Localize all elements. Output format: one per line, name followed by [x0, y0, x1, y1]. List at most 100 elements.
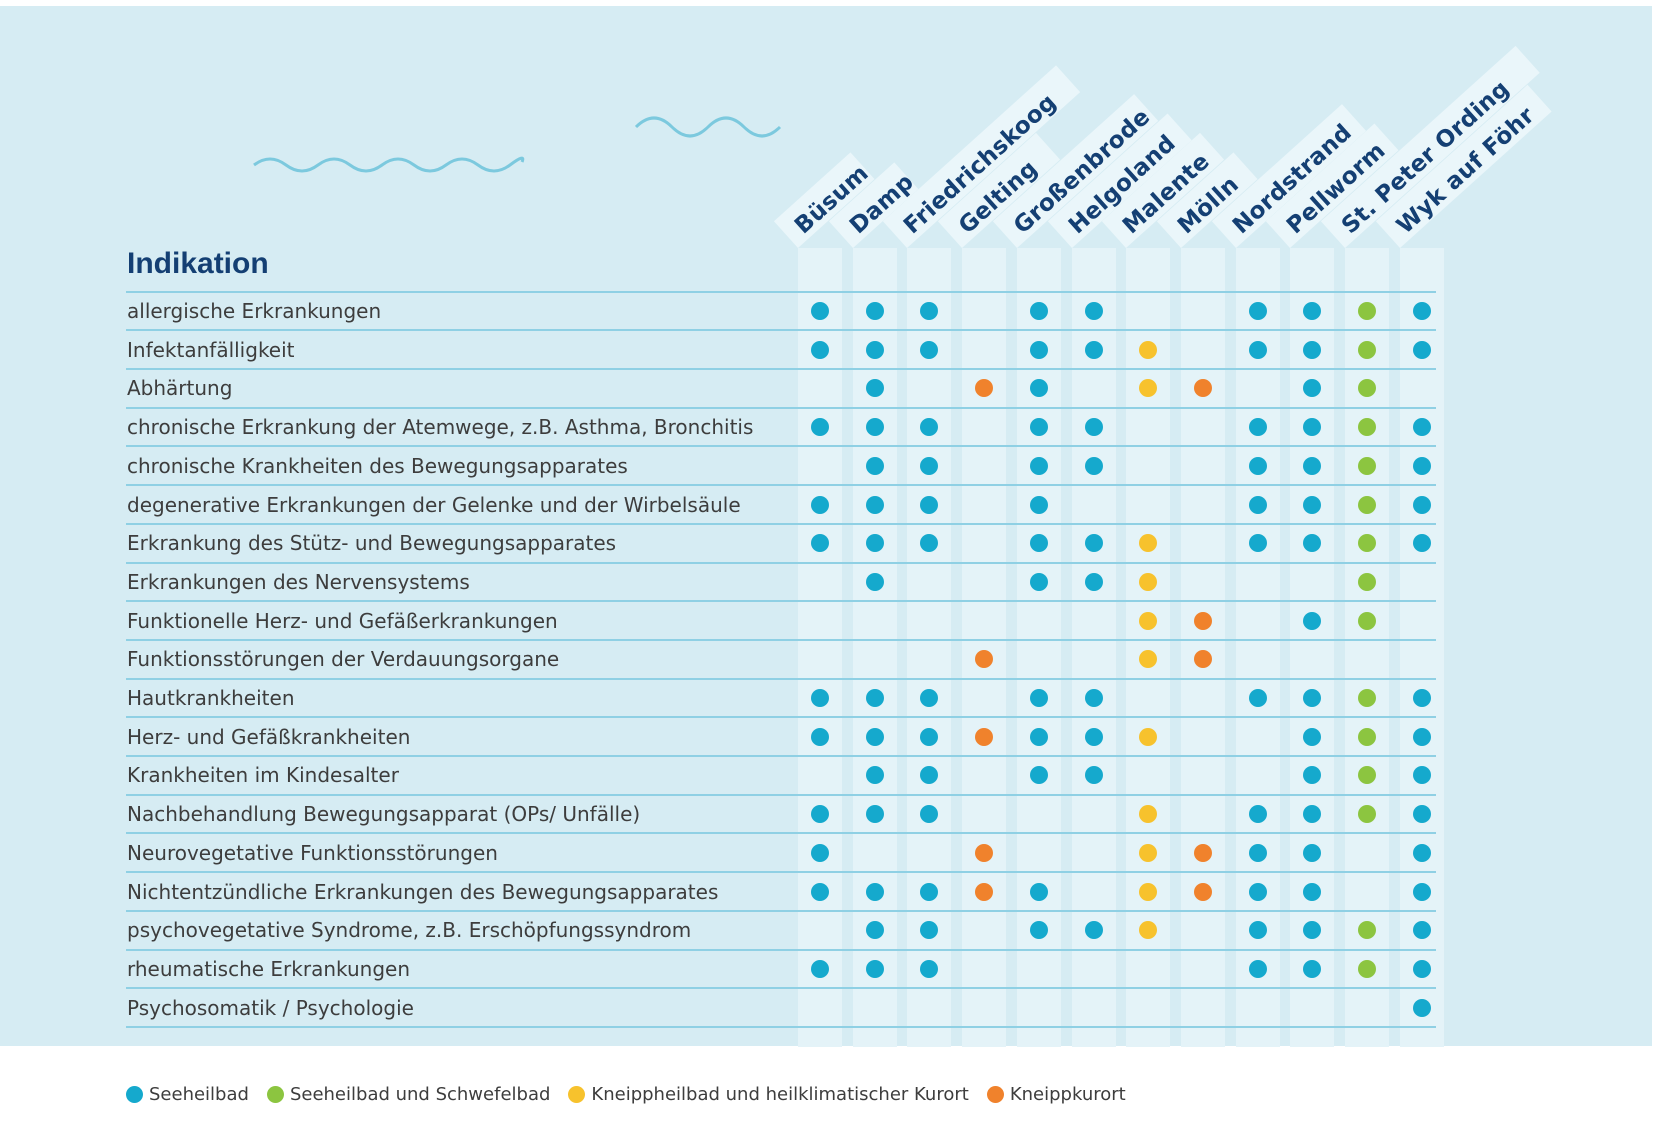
row-divider [126, 638, 1436, 641]
indicator-dot [1029, 379, 1048, 398]
indicator-dot [920, 340, 939, 359]
indicator-dot [1193, 882, 1212, 901]
indicator-dot [1412, 456, 1431, 475]
indication-label: Psychosomatik / Psychologie [127, 995, 414, 1020]
indicator-dot [1084, 689, 1103, 707]
indicator-dot [1139, 843, 1158, 862]
indicator-dot [865, 727, 884, 746]
indicator-dot [1303, 766, 1322, 785]
indicator-dot [811, 340, 829, 359]
row-divider [126, 948, 1436, 951]
indicator-dot [811, 959, 829, 978]
indicator-dot [1193, 379, 1212, 398]
indicator-dot [1358, 534, 1376, 553]
indicator-dot [1084, 572, 1103, 591]
indicator-dot [811, 689, 829, 707]
column-strip [1235, 248, 1280, 1047]
indicator-dot [811, 882, 829, 901]
indicator-dot [1358, 727, 1376, 746]
indicator-dot [920, 534, 939, 553]
indicator-dot [1084, 418, 1103, 437]
indication-label: Funktionelle Herz- und Gefäßerkrankungen [127, 608, 558, 633]
indicator-dot [1248, 882, 1267, 901]
indicator-dot [865, 495, 884, 514]
indicator-dot [1412, 766, 1431, 785]
indicator-dot [1248, 456, 1267, 475]
indicator-dot [920, 805, 939, 824]
indicator-dot [1084, 302, 1103, 320]
row-divider [126, 445, 1436, 448]
indicator-dot [1412, 921, 1431, 940]
indicator-dot [920, 495, 939, 514]
indicator-dot [1029, 921, 1048, 940]
indicator-dot [1139, 882, 1158, 901]
row-divider [126, 677, 1436, 680]
indicator-dot [1303, 727, 1322, 746]
indication-label: psychovegetative Syndrome, z.B. Erschöpf… [127, 918, 692, 943]
indicator-dot [1248, 805, 1267, 824]
indicator-dot [1248, 340, 1267, 359]
indicator-dot [1248, 921, 1267, 940]
indicator-dot [1193, 650, 1212, 669]
column-strip [1399, 248, 1444, 1047]
indication-label: Abhärtung [127, 376, 233, 401]
indicator-dot [1139, 727, 1158, 746]
indicator-dot [1029, 882, 1048, 901]
indication-label: Herz- und Gefäßkrankheiten [127, 724, 411, 749]
indicator-dot [1084, 921, 1103, 940]
indicator-dot [1029, 689, 1048, 707]
indicator-dot [1358, 766, 1376, 785]
indicator-dot [1193, 611, 1212, 630]
indicator-dot [1303, 495, 1322, 514]
legend-item: Seeheilbad [126, 1084, 249, 1105]
row-divider [126, 600, 1436, 603]
indicator-dot [1358, 611, 1376, 630]
indicator-dot [1303, 805, 1322, 824]
indicator-dot [920, 727, 939, 746]
row-divider [126, 755, 1436, 758]
indicator-dot [1248, 302, 1267, 320]
indicator-dot [1084, 456, 1103, 475]
indicator-dot [1029, 572, 1048, 591]
indicator-dot [1412, 959, 1431, 978]
indicator-dot [1248, 418, 1267, 437]
legend-label: Seeheilbad und Schwefelbad [289, 1084, 551, 1105]
indicator-dot [1303, 534, 1322, 553]
indication-label: Infektanfälligkeit [127, 337, 295, 362]
indicator-dot [1029, 456, 1048, 475]
indicator-dot [1248, 843, 1267, 862]
legend-item: Kneippheilbad und heilklimatischer Kuror… [568, 1084, 969, 1105]
indicator-dot [1303, 418, 1322, 437]
indicator-dot [1303, 882, 1322, 901]
indicator-dot [811, 495, 829, 514]
legend-label: Kneippkurort [1009, 1084, 1126, 1105]
indicator-dot [1358, 418, 1376, 437]
indicator-dot [1139, 805, 1158, 824]
indicator-dot [1303, 302, 1322, 320]
row-divider [126, 909, 1436, 912]
indicator-dot [1412, 882, 1431, 901]
legend-dot-icon [266, 1086, 284, 1103]
table-title: Indikation [127, 247, 269, 280]
indicator-dot [1358, 572, 1376, 591]
indicator-dot [865, 805, 884, 824]
indication-label: Erkrankungen des Nervensystems [127, 569, 470, 594]
indicator-dot [1029, 766, 1048, 785]
column-strip [798, 248, 842, 1047]
indicator-dot [1412, 495, 1431, 514]
indicator-dot [1412, 998, 1431, 1017]
indication-label: Nachbehandlung Bewegungsapparat (OPs/ Un… [127, 802, 641, 827]
indicator-dot [1139, 650, 1158, 669]
legend: Seeheilbad Seeheilbad und Schwefelbad Knei… [126, 1084, 1144, 1105]
legend-item: Kneippkurort [986, 1084, 1126, 1105]
indicator-dot [975, 843, 994, 862]
indicator-dot [1139, 572, 1158, 591]
legend-label: Seeheilbad [149, 1084, 249, 1105]
row-divider [126, 522, 1436, 525]
indicator-dot [1029, 418, 1048, 437]
indicator-dot [1029, 727, 1048, 746]
indicator-dot [920, 456, 939, 475]
indicator-dot [975, 379, 994, 398]
indicator-dot [1139, 921, 1158, 940]
indicator-dot [865, 340, 884, 359]
